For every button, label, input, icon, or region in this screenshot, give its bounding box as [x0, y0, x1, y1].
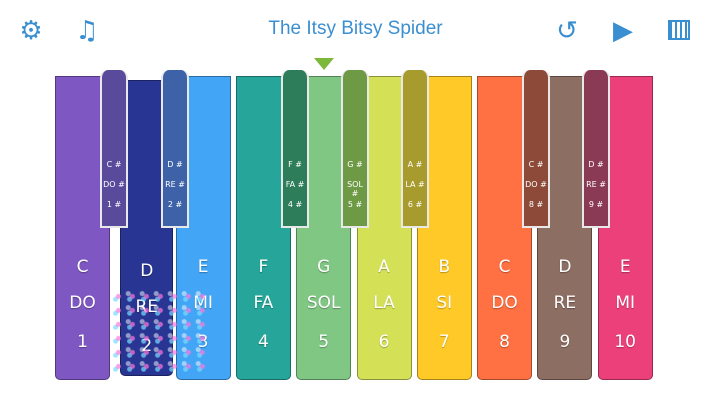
key-solfege-label: FA #	[285, 180, 305, 189]
key-number-label: 1 #	[106, 200, 122, 209]
key-note-label: F #	[288, 160, 302, 169]
key-number-label: 2	[141, 336, 153, 356]
key-number-label: 7	[438, 332, 450, 352]
key-note-label: G	[317, 257, 331, 277]
key-number-label: 2 #	[167, 200, 183, 209]
black-key[interactable]: C # DO # 1 #	[100, 70, 128, 228]
key-solfege-label: DO #	[525, 180, 547, 189]
key-solfege-label: SOL	[306, 293, 341, 313]
key-solfege-label: RE #	[586, 180, 606, 189]
key-note-label: C #	[106, 160, 122, 169]
play-icon[interactable]: ▶	[613, 16, 633, 46]
key-solfege-label: RE	[553, 293, 577, 313]
key-number-label: 3	[197, 332, 209, 352]
key-note-label: C	[76, 257, 89, 277]
key-solfege-label: MI	[615, 293, 636, 313]
key-solfege-label: DO #	[103, 180, 125, 189]
black-key[interactable]: G # SOL # 5 #	[341, 70, 369, 228]
key-solfege-label: SOL #	[347, 180, 363, 198]
key-note-label: A	[378, 257, 390, 277]
key-note-label: D	[140, 261, 154, 281]
key-note-label: E	[619, 257, 631, 277]
key-solfege-label: RE #	[165, 180, 185, 189]
key-note-label: D	[558, 257, 572, 277]
key-solfege-label: LA #	[405, 180, 425, 189]
key-number-label: 8 #	[528, 200, 544, 209]
key-number-label: 6	[378, 332, 390, 352]
key-number-label: 8	[499, 332, 510, 352]
current-note-marker	[314, 58, 334, 70]
key-note-label: C	[498, 257, 511, 277]
key-number-label: 6 #	[407, 200, 423, 209]
key-solfege-label: RE	[135, 297, 159, 317]
key-number-label: 10	[614, 332, 636, 352]
key-solfege-label: MI	[193, 293, 213, 313]
key-note-label: A #	[407, 160, 423, 169]
black-key[interactable]: D # RE # 9 #	[582, 70, 610, 228]
key-number-label: 5	[318, 332, 330, 352]
keyboard-icon[interactable]	[664, 16, 694, 46]
black-key[interactable]: D # RE # 2 #	[161, 70, 189, 228]
music-note-icon[interactable]: ♫	[75, 16, 99, 46]
key-solfege-label: LA	[373, 293, 395, 313]
key-solfege-label: DO	[491, 293, 518, 313]
gear-icon[interactable]: ⚙	[19, 16, 43, 46]
key-number-label: 9	[559, 332, 571, 352]
key-note-label: D #	[167, 160, 183, 169]
key-number-label: 5 #	[347, 200, 363, 209]
key-number-label: 4	[257, 332, 269, 352]
key-note-label: E	[197, 257, 209, 277]
key-number-label: 1	[77, 332, 88, 352]
key-solfege-label: SI	[436, 293, 453, 313]
key-number-label: 4 #	[287, 200, 303, 209]
black-key[interactable]: F # FA # 4 #	[281, 70, 309, 228]
key-note-label: F	[258, 257, 269, 277]
key-note-label: B	[438, 257, 451, 277]
key-number-label: 9 #	[588, 200, 604, 209]
song-title: The Itsy Bitsy Spider	[268, 18, 443, 39]
key-note-label: G #	[347, 160, 363, 169]
black-key[interactable]: A # LA # 6 #	[401, 70, 429, 228]
key-solfege-label: FA	[253, 293, 274, 313]
black-key[interactable]: C # DO # 8 #	[522, 70, 550, 228]
key-note-label: C #	[528, 160, 544, 169]
key-solfege-label: DO	[69, 293, 96, 313]
replay-icon[interactable]: ↺	[556, 16, 578, 46]
key-note-label: D #	[588, 160, 604, 169]
white-key-e[interactable]: E MI 10	[597, 76, 653, 380]
